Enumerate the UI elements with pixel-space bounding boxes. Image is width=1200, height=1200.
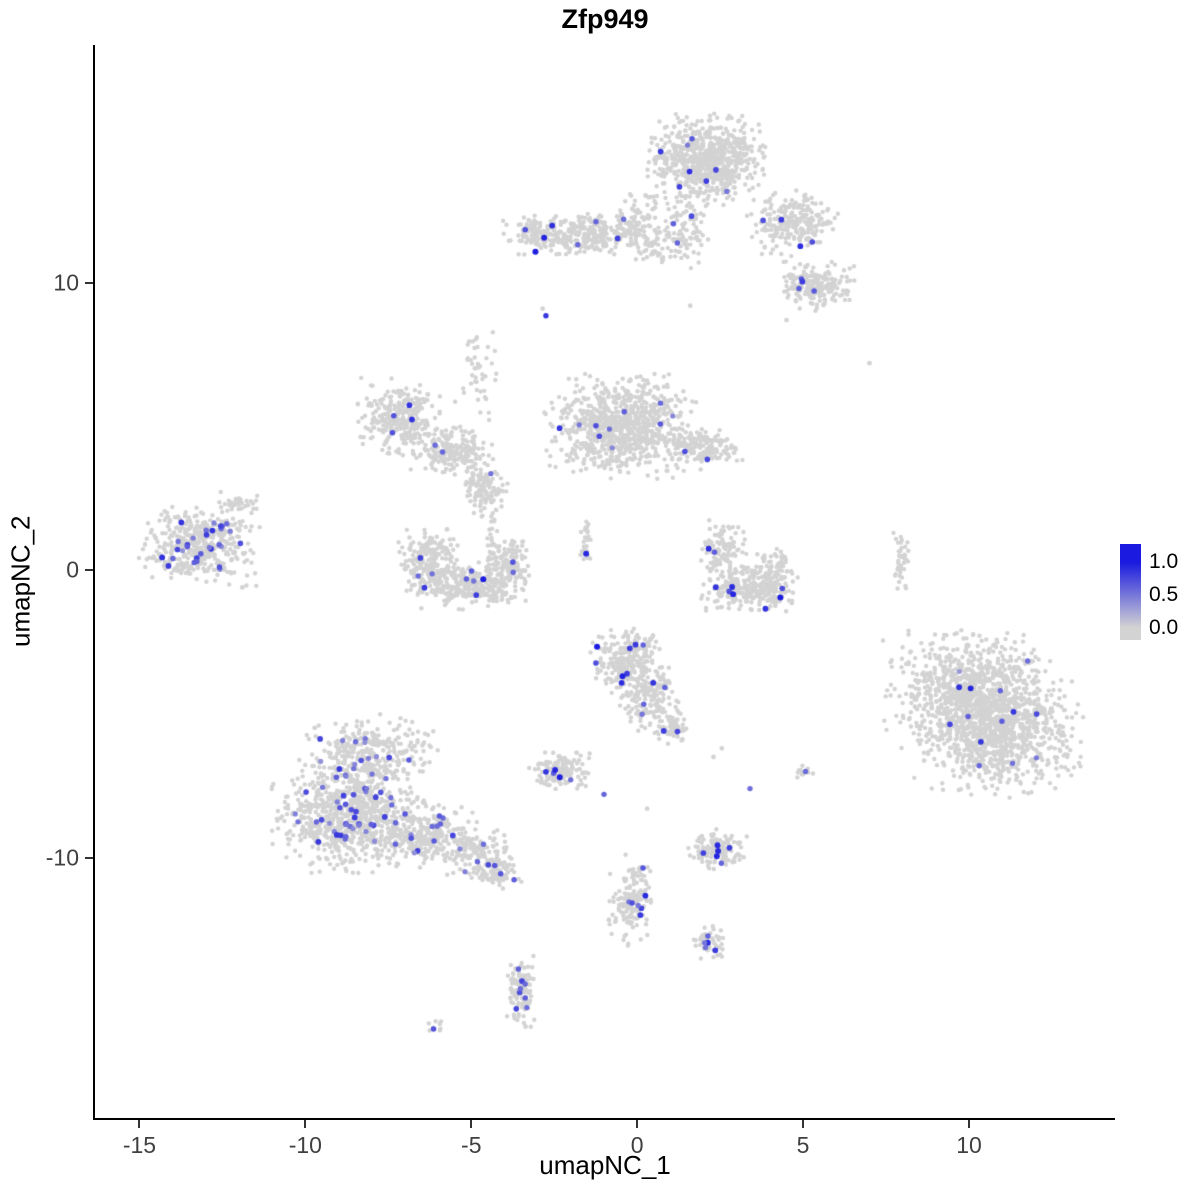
legend-tick-label: 0.0: [1149, 615, 1179, 639]
x-tick-mark: [138, 1120, 141, 1128]
legend-tick-label: 1.0: [1149, 550, 1179, 574]
x-tick-label: -15: [122, 1132, 157, 1158]
y-tick-label: 10: [53, 269, 79, 296]
x-axis-title: umapNC_1: [539, 1150, 671, 1180]
x-axis-line: [93, 1118, 1115, 1120]
plot-title: Zfp949: [561, 4, 649, 34]
y-tick-mark: [85, 569, 93, 572]
x-tick-label: 10: [956, 1132, 982, 1158]
colorbar-legend: 1.0 0.5 0.0: [1120, 540, 1200, 650]
y-tick-label: 0: [66, 556, 79, 583]
x-tick-mark: [470, 1120, 473, 1128]
x-tick-mark: [968, 1120, 970, 1128]
y-tick-mark: [85, 856, 93, 859]
x-tick-label: -5: [461, 1132, 482, 1158]
x-tick-mark: [636, 1120, 639, 1128]
y-tick-label: -10: [45, 844, 79, 871]
x-tick-mark: [304, 1120, 307, 1128]
y-axis-line: [93, 45, 95, 1120]
x-tick-mark: [802, 1120, 805, 1128]
x-tick-label: -10: [288, 1132, 322, 1158]
y-tick-mark: [85, 281, 93, 284]
x-tick-label: 0: [630, 1132, 644, 1158]
colorbar-gradient: [1120, 544, 1141, 640]
legend-tick-label: 0.5: [1149, 582, 1179, 606]
x-tick-label: 5: [796, 1132, 810, 1158]
